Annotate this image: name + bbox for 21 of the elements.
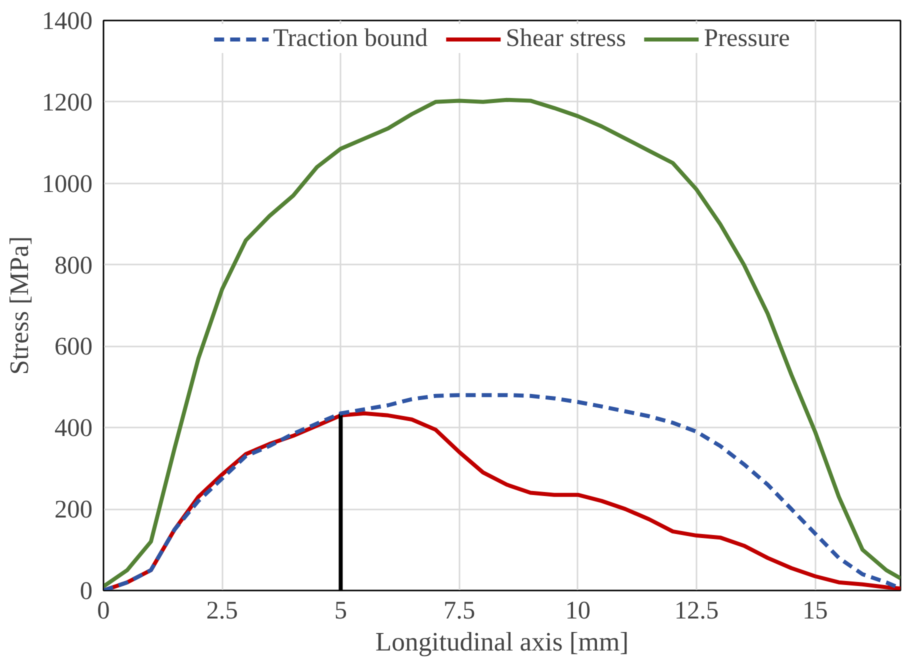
legend-label: Pressure xyxy=(704,24,790,53)
y-tick-label: 800 xyxy=(54,251,93,280)
y-tick-label: 1200 xyxy=(42,88,92,116)
x-tick-label: 10 xyxy=(565,596,591,624)
line-series xyxy=(104,98,900,588)
y-tick-label: 600 xyxy=(54,332,93,361)
y-tick-label: 0 xyxy=(80,577,93,605)
y-tick-label: 1000 xyxy=(42,170,92,198)
legend-label: Shear stress xyxy=(506,24,626,53)
x-tick-label: 5 xyxy=(334,596,348,624)
x-tick-label: 12.5 xyxy=(674,596,719,624)
x-tick-label: 7.5 xyxy=(443,596,476,624)
y-tick-label: 400 xyxy=(54,414,93,442)
legend-label: Traction bound xyxy=(273,24,428,53)
x-axis-title: Longitudinal axis [mm] xyxy=(375,626,629,656)
x-tick-label: 0 xyxy=(97,596,110,624)
x-tick-label: 2.5 xyxy=(206,596,238,624)
x-tick-label: 15 xyxy=(802,596,828,624)
y-tick-label: 1400 xyxy=(42,7,92,35)
y-tick-label: 200 xyxy=(54,496,93,524)
y-axis-title: Stress [MPa] xyxy=(4,236,34,375)
